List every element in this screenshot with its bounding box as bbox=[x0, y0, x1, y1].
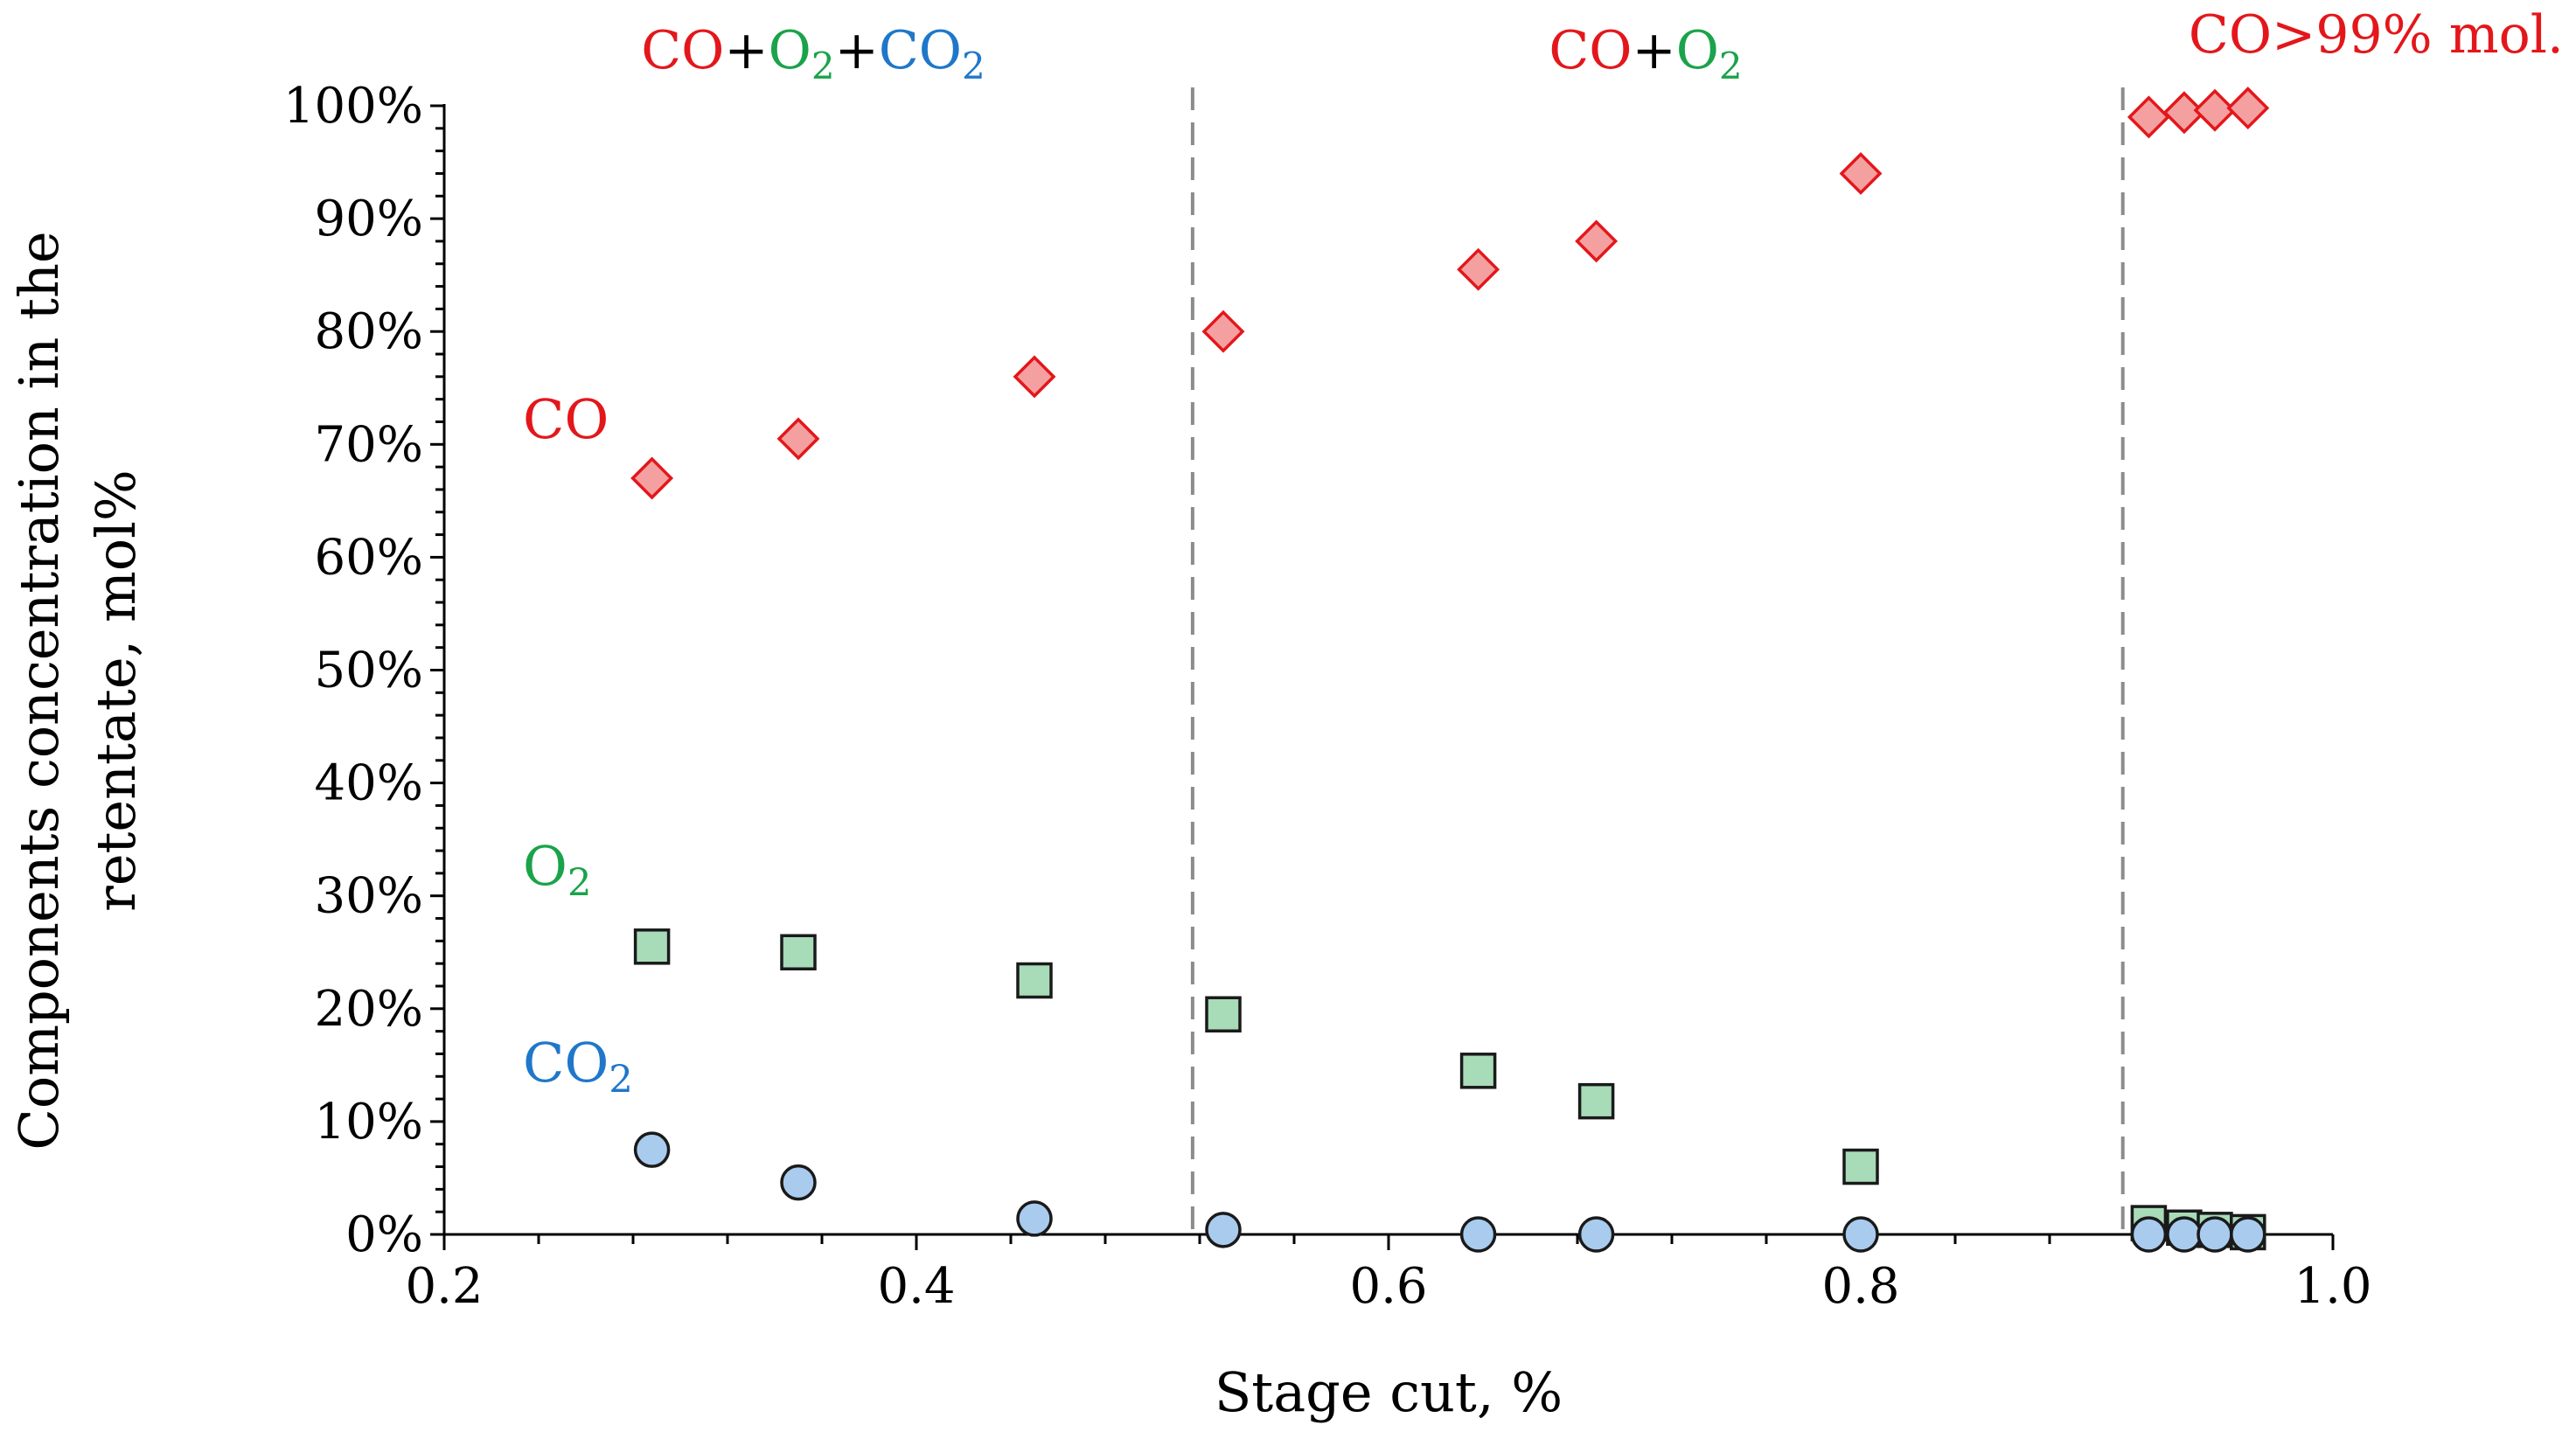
co-point bbox=[630, 456, 674, 500]
co-point bbox=[2193, 88, 2237, 132]
y-tick-label: 40% bbox=[315, 755, 423, 812]
x-tick-label: 1.0 bbox=[2294, 1258, 2371, 1315]
region-label: CO+O2 bbox=[1549, 20, 1742, 87]
y-axis-title-line: retentate, mol% bbox=[84, 469, 148, 912]
o2-point bbox=[633, 928, 671, 965]
x-tick-label: 0.4 bbox=[877, 1258, 955, 1315]
co-point bbox=[1575, 219, 1619, 263]
co-point bbox=[1201, 309, 1245, 353]
co-point bbox=[1457, 247, 1500, 291]
y-tick-label: 30% bbox=[315, 868, 423, 925]
series-label: CO2 bbox=[523, 1031, 633, 1102]
y-tick-label: 0% bbox=[345, 1206, 423, 1263]
y-tick-label: 50% bbox=[315, 643, 423, 699]
o2-point bbox=[780, 934, 817, 970]
y-tick-label: 90% bbox=[315, 191, 423, 247]
o2-point bbox=[1842, 1148, 1879, 1185]
y-tick-label: 70% bbox=[315, 416, 423, 473]
y-tick-label: 100% bbox=[283, 78, 423, 135]
co-point bbox=[2162, 91, 2206, 135]
x-tick-label: 0.2 bbox=[405, 1258, 483, 1315]
co2-point bbox=[780, 1164, 817, 1201]
region-label: CO+O2+CO2 bbox=[641, 20, 985, 87]
y-tick-label: 20% bbox=[315, 981, 423, 1038]
y-tick-label: 60% bbox=[315, 529, 423, 586]
co-point bbox=[2226, 87, 2270, 130]
region-label: CO>99% mol. bbox=[2189, 4, 2564, 66]
chart-labels: Stage cut, % Components concentration in … bbox=[7, 4, 2564, 1424]
co2-point bbox=[1459, 1216, 1497, 1253]
o2-point bbox=[1459, 1053, 1497, 1089]
x-tick-label: 0.8 bbox=[1821, 1258, 1899, 1315]
co2-point bbox=[2166, 1216, 2203, 1253]
y-axis-title-line: Components concentration in the bbox=[7, 231, 71, 1150]
co-point bbox=[776, 417, 820, 461]
co-point bbox=[1839, 151, 1883, 195]
y-tick-label: 10% bbox=[315, 1094, 423, 1150]
o2-point bbox=[1577, 1082, 1615, 1120]
co2-point bbox=[1205, 1212, 1242, 1248]
x-tick-label: 0.6 bbox=[1349, 1258, 1427, 1315]
co-point bbox=[1013, 355, 1056, 399]
series-label: O2 bbox=[523, 834, 591, 905]
data-points bbox=[630, 87, 2270, 1253]
co2-point bbox=[2197, 1216, 2233, 1253]
axes bbox=[442, 104, 2333, 1236]
series-label: CO bbox=[523, 387, 609, 451]
co2-point bbox=[1016, 1200, 1053, 1237]
co-point bbox=[2127, 95, 2170, 139]
co2-point bbox=[1577, 1216, 1615, 1253]
co2-point bbox=[2230, 1216, 2266, 1253]
co2-point bbox=[1842, 1216, 1879, 1253]
region-dividers bbox=[1190, 87, 2125, 1234]
y-tick-label: 80% bbox=[315, 303, 423, 360]
axis-ticks: 0% 10% 20% 30% 40% 50% 60% 70% 80% 90% 100% 0.2 0.4 0… bbox=[283, 78, 2372, 1315]
o2-point bbox=[1016, 962, 1053, 999]
co2-point bbox=[2130, 1216, 2168, 1253]
x-axis-title: Stage cut, % bbox=[1215, 1360, 1563, 1424]
o2-point bbox=[1205, 996, 1242, 1033]
co2-point bbox=[633, 1131, 671, 1168]
